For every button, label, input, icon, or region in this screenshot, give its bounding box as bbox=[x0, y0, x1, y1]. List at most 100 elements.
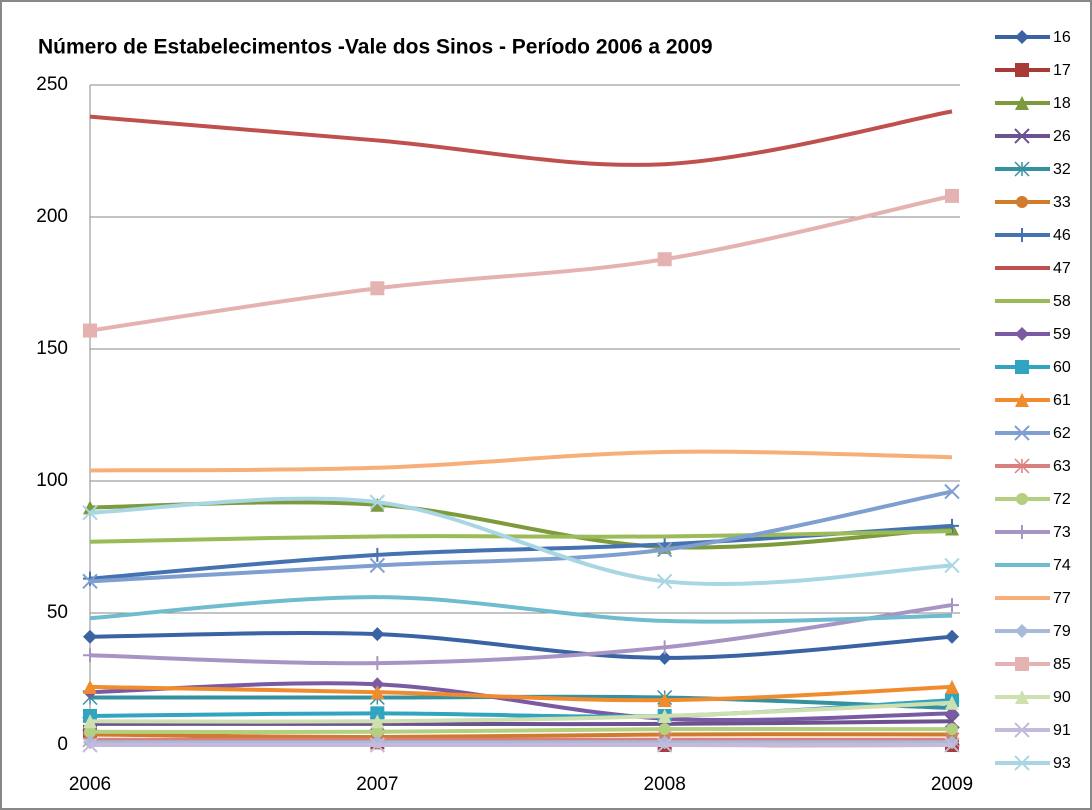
legend-label: 61 bbox=[1053, 392, 1071, 409]
legend-label: 32 bbox=[1053, 161, 1071, 178]
marker bbox=[84, 725, 96, 738]
legend-label: 91 bbox=[1053, 722, 1071, 739]
marker bbox=[944, 557, 960, 574]
legend-label: 33 bbox=[1053, 194, 1071, 211]
marker bbox=[945, 598, 959, 613]
series-line bbox=[89, 630, 953, 660]
legend-label: 63 bbox=[1053, 458, 1071, 475]
y-tick-label: 150 bbox=[36, 338, 68, 359]
series: 93 bbox=[82, 494, 1071, 772]
marker bbox=[657, 708, 672, 723]
x-tick-label: 2006 bbox=[69, 774, 111, 795]
legend-marker bbox=[1015, 690, 1029, 704]
series-line bbox=[89, 496, 953, 586]
series-line bbox=[89, 684, 953, 703]
legend-marker bbox=[1014, 458, 1030, 474]
legend-marker bbox=[1015, 30, 1029, 44]
marker bbox=[83, 648, 97, 663]
marker bbox=[83, 714, 97, 729]
series-line bbox=[89, 193, 953, 333]
marker bbox=[83, 323, 97, 338]
marker bbox=[657, 252, 672, 267]
legend-label: 58 bbox=[1053, 293, 1071, 310]
marker bbox=[82, 573, 98, 590]
marker bbox=[370, 281, 385, 296]
legend-marker bbox=[1014, 722, 1030, 738]
marker bbox=[945, 695, 959, 710]
legend-label: 47 bbox=[1053, 260, 1071, 277]
series: 77 bbox=[89, 449, 1071, 607]
legend-marker bbox=[1014, 161, 1030, 177]
marker bbox=[371, 725, 384, 738]
series-line bbox=[89, 726, 953, 734]
marker bbox=[369, 494, 386, 510]
legend-label: 60 bbox=[1053, 359, 1071, 376]
marker bbox=[656, 737, 673, 753]
series-line bbox=[89, 732, 953, 740]
legend-label: 17 bbox=[1053, 62, 1071, 79]
legend-label: 62 bbox=[1053, 425, 1071, 442]
marker bbox=[370, 714, 385, 729]
legend-label: 26 bbox=[1053, 128, 1071, 145]
marker bbox=[945, 518, 959, 533]
marker bbox=[369, 557, 386, 574]
series-line bbox=[89, 700, 953, 724]
x-tick-label: 2009 bbox=[931, 774, 973, 795]
legend-label: 93 bbox=[1053, 755, 1071, 772]
legend-label: 77 bbox=[1053, 590, 1071, 607]
marker bbox=[656, 573, 673, 590]
marker bbox=[82, 504, 98, 521]
y-tick-label: 100 bbox=[36, 470, 68, 491]
legend-marker bbox=[1015, 624, 1029, 638]
marker bbox=[83, 571, 97, 586]
marker bbox=[658, 723, 671, 736]
marker bbox=[370, 706, 385, 721]
legend-marker bbox=[1015, 327, 1029, 341]
legend-marker bbox=[1015, 657, 1029, 671]
legend-label: 59 bbox=[1053, 326, 1071, 343]
series: 61 bbox=[83, 392, 1071, 708]
series-line bbox=[89, 603, 953, 666]
marker bbox=[656, 541, 673, 558]
legend-label: 73 bbox=[1053, 524, 1071, 541]
y-tick-label: 50 bbox=[47, 602, 68, 623]
legend-label: 72 bbox=[1053, 491, 1071, 508]
series: 74 bbox=[89, 557, 1071, 624]
series-line bbox=[90, 719, 953, 727]
marker bbox=[944, 737, 960, 753]
legend-marker bbox=[1015, 360, 1029, 374]
marker bbox=[370, 677, 385, 692]
legend-marker bbox=[1016, 196, 1028, 208]
legend-label: 79 bbox=[1053, 623, 1071, 640]
y-tick-label: 250 bbox=[36, 74, 68, 95]
series: 90 bbox=[83, 689, 1071, 729]
legend-label: 16 bbox=[1053, 29, 1071, 46]
marker bbox=[369, 737, 386, 753]
series: 62 bbox=[82, 425, 1071, 590]
legend-marker bbox=[1014, 128, 1030, 144]
series: 47 bbox=[89, 109, 1071, 277]
marker bbox=[944, 483, 960, 500]
y-tick-label: 200 bbox=[36, 206, 68, 227]
marker bbox=[370, 685, 385, 700]
marker bbox=[945, 679, 959, 694]
legend-marker bbox=[1014, 425, 1030, 441]
chart-title: Número de Estabelecimentos -Vale dos Sin… bbox=[38, 36, 713, 59]
series: 72 bbox=[84, 491, 1071, 738]
series: 58 bbox=[89, 293, 1071, 544]
legend-label: 46 bbox=[1053, 227, 1071, 244]
x-tick-label: 2008 bbox=[644, 774, 686, 795]
legend-label: 74 bbox=[1053, 557, 1071, 574]
y-tick-label: 0 bbox=[57, 734, 68, 755]
marker bbox=[370, 497, 385, 512]
marker bbox=[945, 706, 959, 721]
series-line bbox=[89, 529, 953, 544]
legend-marker bbox=[1015, 63, 1029, 77]
legend-label: 18 bbox=[1053, 95, 1071, 112]
marker bbox=[657, 650, 672, 665]
marker bbox=[945, 188, 959, 203]
marker bbox=[946, 723, 958, 736]
legend-marker bbox=[1016, 493, 1028, 505]
